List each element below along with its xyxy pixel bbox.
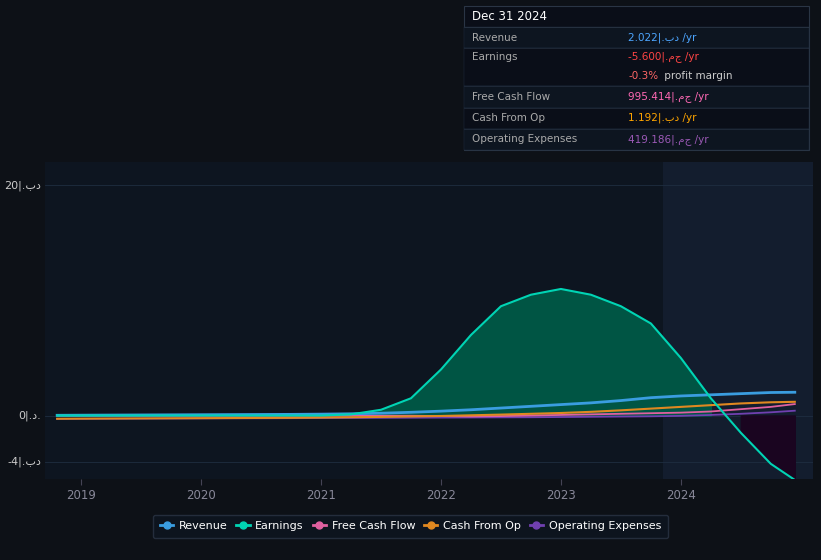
Text: -0.3%: -0.3%	[628, 71, 658, 81]
Text: 20|.بد: 20|.بد	[4, 180, 41, 190]
Text: Cash From Op: Cash From Op	[472, 113, 545, 123]
Bar	[663, 162, 813, 479]
Text: Operating Expenses: Operating Expenses	[472, 134, 577, 144]
Legend: Revenue, Earnings, Free Cash Flow, Cash From Op, Operating Expenses: Revenue, Earnings, Free Cash Flow, Cash …	[154, 515, 667, 538]
Text: -4|.بد: -4|.بد	[7, 456, 41, 467]
Text: profit margin: profit margin	[661, 71, 732, 81]
Text: Free Cash Flow: Free Cash Flow	[472, 92, 550, 102]
Text: Earnings: Earnings	[472, 52, 517, 62]
Text: -5.600|.مج /yr: -5.600|.مج /yr	[628, 51, 699, 62]
Text: Dec 31 2024: Dec 31 2024	[472, 10, 547, 23]
Text: 995.414|.مج /yr: 995.414|.مج /yr	[628, 91, 709, 102]
Text: 1.192|.بد /yr: 1.192|.بد /yr	[628, 113, 696, 123]
Text: 419.186|.مج /yr: 419.186|.مج /yr	[628, 134, 709, 145]
Text: 0|.د.: 0|.د.	[18, 410, 41, 421]
Text: Revenue: Revenue	[472, 32, 517, 43]
Text: 2.022|.بد /yr: 2.022|.بد /yr	[628, 32, 696, 43]
